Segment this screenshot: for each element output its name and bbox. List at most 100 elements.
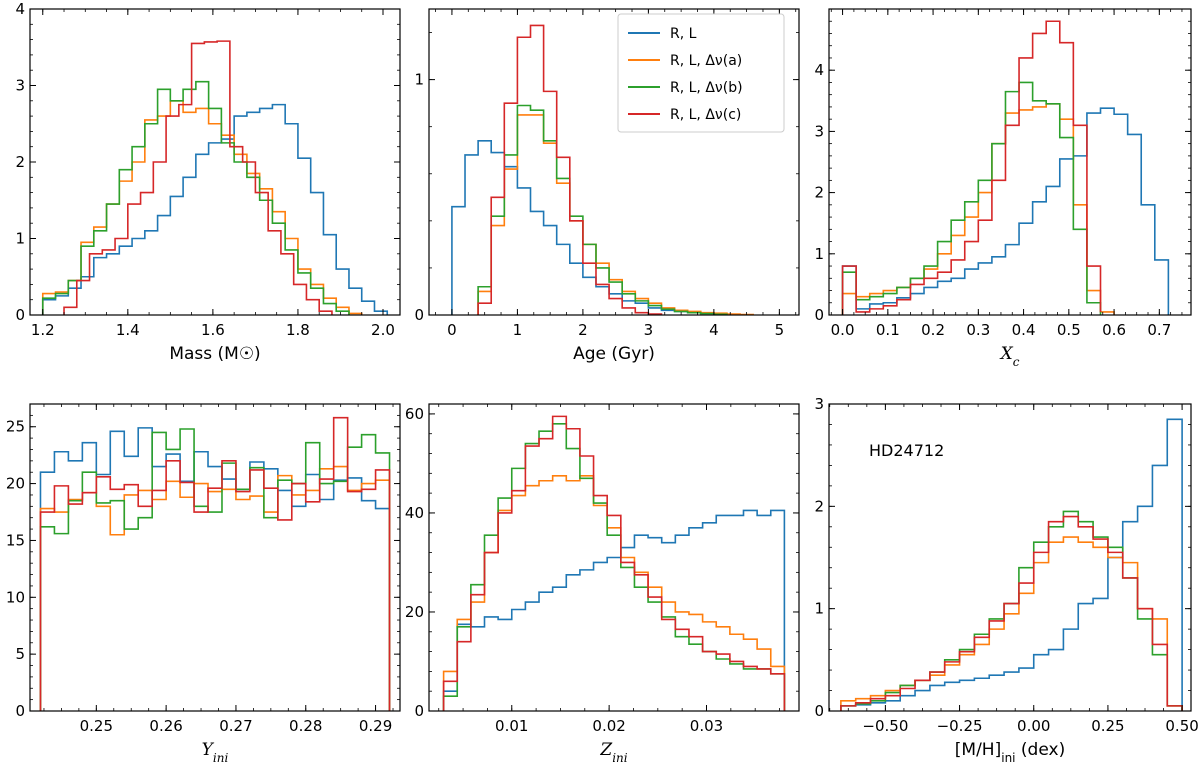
xtick-label-xc-0: 0.0: [831, 321, 855, 339]
series-mass-0: [41, 103, 389, 315]
ytick-label-xc-4: 4: [814, 61, 824, 79]
axes-frame-xc: [828, 8, 1192, 316]
xtick-label-xc-1: 0.1: [876, 321, 900, 339]
ytick-label-zini-3: 60: [405, 405, 424, 423]
ytick-label-mass-0: 0: [15, 306, 25, 324]
xtick-label-mass-1: 1.4: [116, 321, 140, 339]
ytick-label-zini-0: 0: [414, 702, 424, 720]
panel-xc: 0.0 0.1 0.2 0.3 0.4 0.5 0.6 0.7 0 1 2 3 4 Xc: [814, 8, 1192, 369]
xtick-label-age-4: 4: [709, 321, 719, 339]
series-mhini-0: [840, 418, 1183, 711]
series-age-1: [477, 114, 754, 316]
xtick-label-yini-0: 0.25: [80, 717, 113, 735]
legend-frame: [617, 13, 785, 133]
ytick-label-yini-5: 25: [6, 418, 25, 436]
ytick-label-yini-1: 5: [15, 645, 25, 663]
axes-frame-age: [428, 8, 800, 316]
series-mass-3: [63, 40, 333, 315]
ytick-label-age-1: 1: [414, 71, 424, 89]
series-mhini-3: [840, 515, 1183, 711]
panel-mhini: −0.50 −0.25 0.00 0.25 0.50 0 1 2 3 [M/H]ini (dex)…: [814, 395, 1198, 765]
legend-label-red: R, L, Δν(c): [670, 107, 741, 123]
axes-frame-mhini: [828, 403, 1192, 712]
ytick-label-yini-2: 10: [6, 588, 25, 606]
xtick-label-zini-2: 0.03: [690, 717, 723, 735]
panel-mass: 1.2 1.4 1.6 1.8 2.0 0 1 2 3 4 Mass (M☉): [15, 0, 401, 364]
panel-yini: 0.25 0.26 0.27 0.28 0.29 0 5 10 15 20 25 Yini: [6, 403, 401, 765]
series-age-3: [477, 24, 663, 315]
panel-age: 0 1 2 3 4 5 0 1 Age (Gyr): [414, 8, 800, 364]
xtick-label-xc-6: 0.6: [1102, 321, 1126, 339]
xtick-label-yini-4: 0.29: [359, 717, 392, 735]
xtick-label-age-1: 1: [513, 321, 523, 339]
series-zini-2: [442, 423, 786, 711]
xtick-label-mhini-2: 0.00: [1017, 717, 1050, 735]
series-mhini-1: [840, 536, 1183, 711]
series-xc-1: [841, 103, 1115, 315]
series-zini-1: [442, 475, 786, 711]
ytick-label-mass-1: 1: [15, 230, 25, 248]
ytick-label-zini-1: 20: [405, 603, 424, 621]
xlabel-yini: Yini: [202, 740, 229, 765]
xtick-label-yini-1: 0.26: [149, 717, 182, 735]
xlabel-xc: Xc: [999, 344, 1020, 369]
series-yini-0: [39, 427, 391, 711]
ytick-label-zini-2: 40: [405, 504, 424, 522]
xtick-label-age-5: 5: [775, 321, 785, 339]
xtick-label-zini-0: 0.01: [495, 717, 528, 735]
ytick-label-mass-2: 2: [15, 153, 25, 171]
series-age-2: [477, 104, 728, 316]
xtick-label-mhini-0: −0.50: [862, 717, 908, 735]
axes-frame-yini: [29, 403, 401, 712]
series-yini-1: [39, 465, 391, 711]
xtick-label-age-0: 0: [447, 321, 457, 339]
ytick-label-xc-3: 3: [814, 122, 824, 140]
series-xc-2: [841, 81, 1102, 315]
xtick-label-mhini-3: 0.25: [1091, 717, 1124, 735]
series-yini-3: [39, 416, 391, 711]
xtick-label-xc-5: 0.5: [1057, 321, 1081, 339]
ytick-label-age-0: 0: [414, 306, 424, 324]
xtick-label-xc-2: 0.2: [921, 321, 945, 339]
xlabel-age: Age (Gyr): [573, 344, 655, 364]
ytick-label-yini-0: 0: [15, 702, 25, 720]
xtick-label-yini-2: 0.27: [219, 717, 252, 735]
series-mass-1: [41, 100, 363, 315]
ytick-label-yini-4: 20: [6, 475, 25, 493]
series-zini-0: [442, 509, 786, 711]
xtick-label-mass-0: 1.2: [31, 321, 55, 339]
ytick-label-mass-4: 4: [15, 0, 25, 18]
legend-label-green: R, L, Δν(b): [670, 80, 743, 96]
ytick-label-xc-0: 0: [814, 306, 824, 324]
ytick-label-mhini-3: 3: [814, 395, 824, 413]
xtick-label-zini-1: 0.02: [592, 717, 625, 735]
ytick-label-xc-1: 1: [814, 245, 824, 263]
xtick-label-mass-2: 1.6: [201, 321, 225, 339]
series-age-0: [451, 140, 741, 316]
xtick-label-mhini-1: −0.25: [937, 717, 983, 735]
xlabel-zini: Zini: [599, 740, 627, 765]
series-xc-3: [841, 20, 1102, 315]
axes-frame-zini: [428, 403, 800, 712]
ytick-label-yini-3: 15: [6, 531, 25, 549]
ytick-label-mhini-0: 0: [814, 702, 824, 720]
xtick-label-yini-3: 0.28: [289, 717, 322, 735]
legend: R, L R, L, Δν(a) R, L, Δν(b) R, L, Δν(c): [617, 13, 785, 133]
ytick-label-mass-3: 3: [15, 77, 25, 95]
xtick-label-xc-4: 0.4: [1012, 321, 1036, 339]
xtick-label-mass-3: 1.8: [286, 321, 310, 339]
legend-label-orange: R, L, Δν(a): [670, 53, 742, 69]
xtick-label-mhini-4: 0.50: [1165, 717, 1198, 735]
xlabel-mass: Mass (M☉): [169, 344, 260, 364]
xtick-label-age-3: 3: [644, 321, 654, 339]
series-yini-2: [39, 428, 391, 711]
ytick-label-mhini-1: 1: [814, 600, 824, 618]
legend-label-blue: R, L: [670, 26, 697, 42]
ytick-label-mhini-2: 2: [814, 497, 824, 515]
xtick-label-xc-3: 0.3: [966, 321, 990, 339]
ytick-label-xc-2: 2: [814, 184, 824, 202]
series-mass-2: [41, 80, 350, 315]
panel-zini: 0.01 0.02 0.03 0 20 40 60 Zini: [405, 403, 800, 765]
xtick-label-xc-7: 0.7: [1147, 321, 1171, 339]
